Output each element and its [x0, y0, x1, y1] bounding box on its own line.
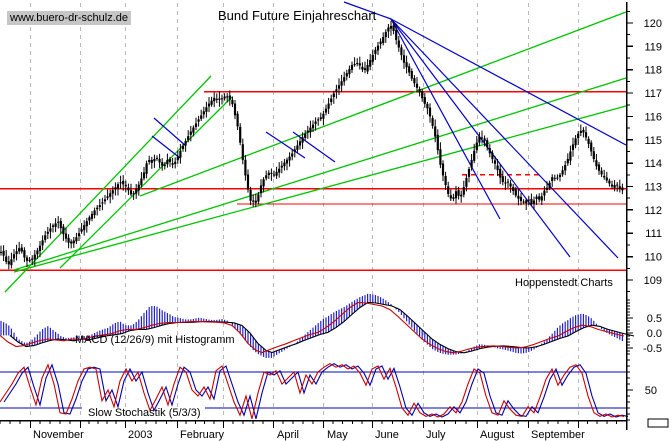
axis-tick-label: 120 [644, 18, 662, 30]
axis-tick-label: 113 [644, 182, 662, 194]
page-title: Bund Future Einjahreschart [218, 8, 377, 23]
axis-tick-label: 50 [645, 385, 657, 397]
axis-tick-label: 118 [644, 65, 662, 77]
watermark: www.buero-dr-schulz.de [7, 11, 131, 25]
axis-tick-label: 109 [644, 275, 662, 287]
axis-tick-label: July [426, 429, 446, 441]
macd-fast-line [0, 301, 625, 354]
stoch-reference-lines [0, 371, 626, 409]
candlestick-series [0, 20, 624, 270]
axis-tick-label: 117 [644, 88, 662, 100]
macd-panel-label: MACD (12/26/9) mit Histogramm [75, 334, 235, 346]
month-labels: November 2003 February April May June July Augu… [33, 429, 585, 441]
stoch-panel-label: Slow Stochastik (5/3/3) [88, 407, 201, 419]
axis-tick-label: 119 [644, 41, 662, 53]
axis-tick-label: 0.5 [647, 313, 662, 325]
support-resistance-levels [0, 91, 626, 271]
month-gridlines [30, 3, 579, 419]
axis-tick-label: -0.5 [643, 343, 662, 355]
corner-box [647, 418, 669, 428]
axis-tick-label: June [375, 429, 399, 441]
axes: 120 119 118 117 116 115 114 113 112 111 110 109 0.5 0… [0, 2, 662, 430]
axis-tick-label: 115 [644, 135, 662, 147]
axis-tick-label: 116 [644, 111, 662, 123]
axis-tick-label: 112 [644, 205, 662, 217]
stoch-k-line [0, 362, 625, 419]
axis-tick-label: May [327, 429, 348, 441]
axis-tick-label: September [531, 429, 585, 441]
branding-label: Hoppenstedt Charts [515, 277, 613, 289]
axis-tick-label: April [277, 429, 299, 441]
axis-tick-label: 111 [645, 228, 662, 240]
axis-tick-label: August [480, 429, 514, 441]
macd-signal-line [9, 301, 635, 354]
axis-tick-label: 0.0 [647, 328, 662, 340]
axis-tick-label: 114 [644, 158, 662, 170]
axis-tick-label: November [33, 429, 84, 441]
green-trend-lines [4, 11, 627, 293]
axis-tick-label: 2003 [128, 429, 152, 441]
axis-tick-label: 110 [644, 252, 662, 264]
axis-tick-label: February [180, 429, 225, 441]
stoch-d-line [3, 362, 629, 419]
